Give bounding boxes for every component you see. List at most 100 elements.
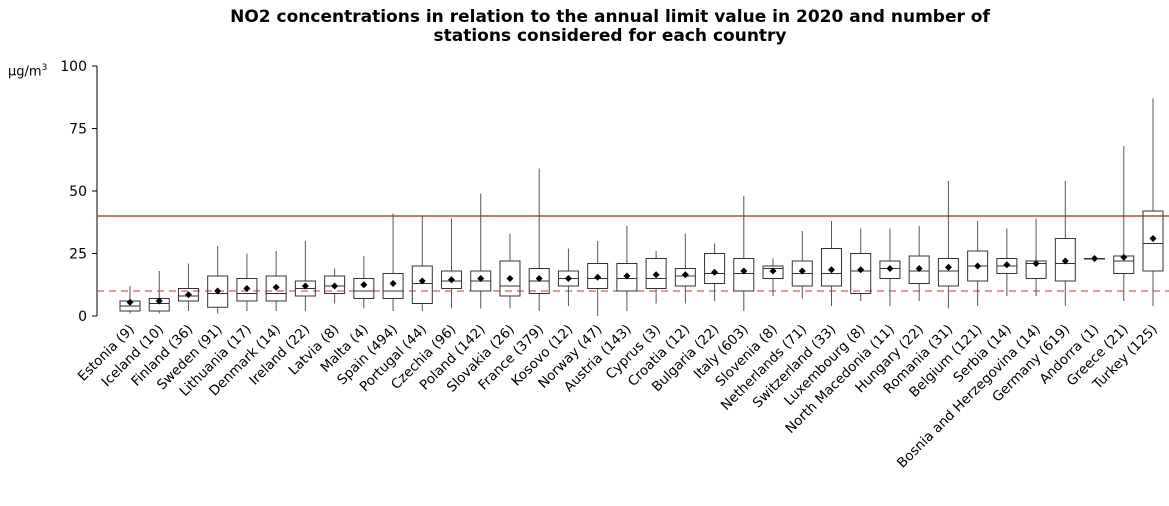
iqr-box xyxy=(265,275,287,302)
mean-marker xyxy=(1061,257,1069,265)
box-32 xyxy=(1054,181,1076,306)
mean-marker xyxy=(1032,260,1040,267)
mean-marker xyxy=(506,275,514,282)
mean-marker xyxy=(652,271,660,279)
box-14 xyxy=(528,168,550,311)
mean-marker xyxy=(769,267,777,275)
chart-title: NO2 concentrations in relation to the an… xyxy=(160,8,1060,46)
iqr-box xyxy=(704,253,726,284)
iqr-box xyxy=(324,275,346,294)
y-tick-label: 0 xyxy=(78,309,87,325)
box-17 xyxy=(616,226,638,311)
box-5 xyxy=(265,251,287,311)
box-24 xyxy=(820,221,842,306)
box-6 xyxy=(294,241,316,311)
mean-marker xyxy=(681,271,689,279)
box-27 xyxy=(908,226,930,301)
mean-marker xyxy=(448,276,456,284)
box-11 xyxy=(441,218,463,309)
box-16 xyxy=(587,241,609,316)
mean-marker xyxy=(915,265,923,272)
iqr-box xyxy=(382,273,404,299)
box-3 xyxy=(207,246,229,314)
mean-marker xyxy=(418,277,426,285)
y-tick-label: 100 xyxy=(60,59,87,75)
mean-marker xyxy=(623,272,631,280)
box-1 xyxy=(148,271,170,314)
iqr-box xyxy=(353,278,375,299)
iqr-box xyxy=(850,253,872,294)
axis-group: 0 25 50 75 100 xyxy=(60,59,98,325)
box-10 xyxy=(411,216,433,311)
iqr-box xyxy=(441,270,463,289)
box-21 xyxy=(733,196,755,311)
y-tick-label: 75 xyxy=(69,122,87,138)
box-9 xyxy=(382,213,404,311)
chart-title-line-1: NO2 concentrations in relation to the an… xyxy=(230,7,990,27)
mean-marker xyxy=(184,291,192,299)
mean-marker xyxy=(272,283,280,291)
mean-marker xyxy=(1149,235,1157,242)
mean-marker xyxy=(360,281,368,289)
reference-lines xyxy=(97,215,1169,292)
mean-marker xyxy=(564,275,572,282)
mean-marker xyxy=(214,287,222,295)
mean-marker xyxy=(1120,253,1128,261)
mean-marker xyxy=(243,285,251,292)
mean-marker xyxy=(711,268,719,276)
iqr-box xyxy=(616,263,638,292)
box-19 xyxy=(674,233,696,304)
iqr-box xyxy=(879,260,901,279)
mean-marker xyxy=(974,262,982,270)
box-33 xyxy=(1084,255,1106,262)
box-22 xyxy=(762,258,784,296)
y-tick-label: 25 xyxy=(69,247,87,263)
mean-marker xyxy=(857,266,865,274)
box-26 xyxy=(879,228,901,306)
box-4 xyxy=(236,253,258,311)
box-23 xyxy=(791,231,813,299)
box-30 xyxy=(996,228,1018,296)
iqr-box xyxy=(499,260,521,297)
box-25 xyxy=(850,228,872,301)
mean-marker xyxy=(331,282,339,290)
box-29 xyxy=(967,221,989,306)
iqr-box xyxy=(1054,238,1076,282)
box-8 xyxy=(353,256,375,309)
iqr-box xyxy=(937,258,959,287)
box-15 xyxy=(557,248,579,306)
iqr-box xyxy=(908,255,930,284)
mean-marker xyxy=(1091,255,1099,262)
mean-marker xyxy=(155,297,163,305)
iqr-box xyxy=(587,263,609,289)
mean-marker xyxy=(477,275,485,282)
boxes-group xyxy=(119,98,1164,316)
box-20 xyxy=(704,243,726,301)
mean-marker xyxy=(1003,261,1011,269)
chart-title-line-2: stations considered for each country xyxy=(433,26,787,46)
mean-marker xyxy=(389,280,397,287)
mean-marker xyxy=(740,267,748,275)
mean-marker xyxy=(827,266,835,274)
iqr-box xyxy=(762,265,784,279)
mean-marker xyxy=(798,267,806,275)
iqr-box xyxy=(177,288,199,302)
mean-marker xyxy=(126,298,134,306)
box-28 xyxy=(937,181,959,309)
box-34 xyxy=(1113,146,1135,301)
iqr-box xyxy=(236,278,258,302)
y-axis-unit-label: µg/m3 xyxy=(8,63,47,79)
box-7 xyxy=(324,268,346,304)
mean-marker xyxy=(535,275,543,282)
y-tick-label: 50 xyxy=(69,184,87,200)
category-labels: Estonia (9)Iceland (10)Finland (36)Swede… xyxy=(75,322,1161,472)
iqr-box xyxy=(1142,210,1164,272)
iqr-box xyxy=(674,268,696,287)
box-35 xyxy=(1142,98,1164,306)
mean-marker xyxy=(594,273,602,281)
iqr-box xyxy=(820,248,842,287)
unit-base: µg/m xyxy=(8,64,42,80)
iqr-box xyxy=(733,258,755,292)
box-2 xyxy=(177,263,199,311)
